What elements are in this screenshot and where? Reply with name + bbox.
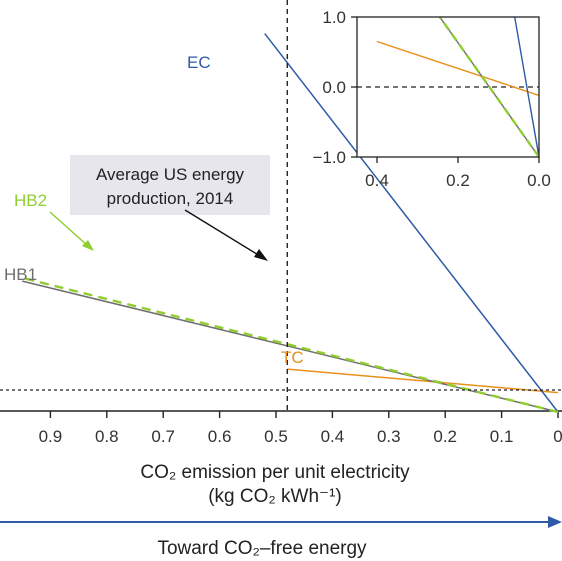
- label-tc: TC: [281, 348, 304, 367]
- label-hb1: HB1: [4, 265, 37, 284]
- x-tick-label: 0.8: [95, 427, 119, 446]
- label-hb2: HB2: [14, 191, 47, 210]
- inset-chart: 0.4 0.2 0.0 1.0 0.0 −1.0: [312, 8, 550, 190]
- direction-arrowhead: [548, 516, 562, 528]
- direction-label: Toward CO₂–free energy: [157, 538, 367, 559]
- x-tick-label: 0.6: [208, 427, 232, 446]
- annotation-box: [70, 155, 270, 215]
- inset-series-line-tc: [376, 40, 540, 97]
- inset-y-tick-label: −1.0: [312, 148, 346, 167]
- hb2-arrowhead: [82, 240, 94, 251]
- main-plot: 0.9 0.8 0.7 0.6 0.5 0.4 0.3 0.2 0.1 0: [0, 0, 562, 446]
- series-line-ec: [264, 33, 559, 413]
- inset-x-tick-label: 0.2: [446, 171, 470, 190]
- x-tick-label: 0.7: [151, 427, 175, 446]
- inset-series: [357, 16, 540, 158]
- x-tick-label: 0.2: [433, 427, 457, 446]
- annotation-arrow: [184, 209, 261, 257]
- annotation-line-2: production, 2014: [107, 189, 234, 208]
- x-tick-label: 0.1: [490, 427, 514, 446]
- annotation-line-1: Average US energy: [96, 165, 245, 184]
- series-line-hb2: [21, 276, 559, 414]
- inset-ticks: 0.4 0.2 0.0 1.0 0.0 −1.0: [312, 8, 550, 190]
- x-axis-title-line-1: CO₂ emission per unit electricity: [140, 462, 410, 483]
- x-axis-ticks: 0.9 0.8 0.7 0.6 0.5 0.4 0.3 0.2 0.1 0: [39, 411, 562, 446]
- inset-y-tick-label: 0.0: [322, 78, 346, 97]
- inset-series-line-hb2: [438, 16, 540, 158]
- hb2-arrow: [49, 211, 89, 247]
- x-axis-title-line-2: (kg CO₂ kWh⁻¹): [208, 486, 342, 507]
- x-tick-label: 0.4: [321, 427, 345, 446]
- x-tick-label: 0: [553, 427, 562, 446]
- annotation-arrowhead: [254, 249, 268, 261]
- x-tick-label: 0.5: [264, 427, 288, 446]
- series-line-tc: [287, 368, 559, 394]
- inset-x-tick-label: 0.4: [365, 171, 389, 190]
- x-tick-label: 0.9: [39, 427, 63, 446]
- label-ec: EC: [187, 53, 211, 72]
- inset-y-tick-label: 1.0: [322, 8, 346, 27]
- inset-series-line-ec: [514, 16, 540, 158]
- inset-x-tick-label: 0.0: [527, 171, 551, 190]
- x-tick-label: 0.3: [377, 427, 401, 446]
